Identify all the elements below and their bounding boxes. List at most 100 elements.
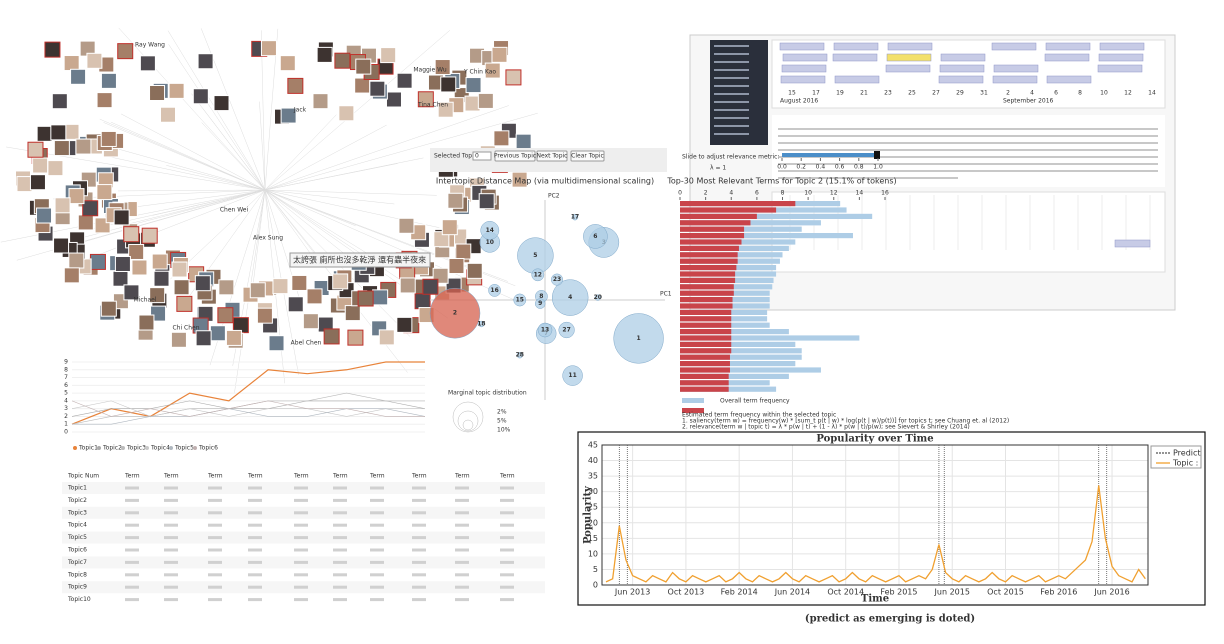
- label: Topic9: [67, 584, 87, 591]
- topic-bubble[interactable]: [551, 279, 589, 316]
- topic-bubble[interactable]: [513, 293, 527, 307]
- edge: [168, 44, 266, 191]
- edge: [201, 122, 266, 191]
- term-bar: [680, 341, 732, 347]
- photo: [332, 273, 349, 290]
- edge: [264, 189, 437, 196]
- photo: [466, 262, 483, 279]
- term-bar: [680, 329, 789, 335]
- photo: [149, 84, 166, 101]
- button[interactable]: [494, 150, 536, 162]
- label: Term: [124, 473, 140, 480]
- photo: [86, 52, 103, 69]
- label: 1.0: [873, 164, 883, 171]
- topic-bubble[interactable]: [594, 294, 601, 301]
- edge: [81, 189, 266, 262]
- topic-bubble[interactable]: [550, 273, 564, 286]
- photo: [160, 106, 177, 123]
- edge: [120, 189, 266, 210]
- cell-text: [164, 486, 178, 490]
- cell-text: [248, 598, 262, 602]
- topic-label: 17: [571, 214, 579, 221]
- topic-bubble[interactable]: [534, 298, 546, 309]
- photo: [272, 278, 289, 295]
- cell-text: [370, 585, 384, 589]
- term-bar: [680, 361, 796, 367]
- label: 2%: [497, 409, 507, 416]
- topic-bubble[interactable]: [488, 284, 501, 297]
- menu-item: [714, 117, 749, 119]
- photo: [75, 138, 92, 155]
- label: 2: [704, 190, 708, 197]
- label: 12: [830, 190, 838, 197]
- input[interactable]: [472, 151, 492, 161]
- term-bar: [680, 239, 742, 245]
- cell-text: [333, 585, 347, 589]
- label: 2: [64, 413, 68, 420]
- term-bar: [680, 329, 732, 335]
- term-bar: [680, 322, 732, 328]
- label: 5: [593, 565, 598, 574]
- topic-bubble[interactable]: [571, 214, 579, 221]
- slider-handle[interactable]: [874, 151, 880, 159]
- topic-bubble[interactable]: [531, 268, 545, 282]
- label: August 2016: [780, 98, 818, 105]
- label: 2: [1006, 90, 1010, 97]
- photo: [355, 58, 372, 75]
- legend-dot: [73, 446, 77, 450]
- cell-text: [208, 536, 222, 540]
- event: [832, 53, 878, 62]
- topic-bubble[interactable]: [516, 352, 523, 359]
- topic-bubble[interactable]: [558, 321, 575, 339]
- topic-label: 28: [516, 352, 524, 359]
- term-bar: [680, 361, 730, 367]
- term-bar: [680, 348, 802, 354]
- event: [991, 42, 1037, 51]
- photo: [491, 46, 508, 63]
- label: Topic8: [67, 571, 87, 578]
- label: Overall term frequency: [720, 398, 790, 405]
- label: 1. saliency(term w) = frequency(w) * [su…: [682, 418, 1009, 425]
- menu-item: [714, 125, 749, 127]
- topic-bubble[interactable]: [613, 313, 664, 364]
- label: 6: [1054, 90, 1058, 97]
- photo: [123, 226, 140, 243]
- topic-bubble[interactable]: [537, 322, 553, 338]
- cell-text: [164, 548, 178, 552]
- term-bar: [680, 354, 730, 360]
- label: Clear Topic: [571, 153, 604, 160]
- button[interactable]: [570, 150, 605, 162]
- label: 8: [64, 366, 68, 373]
- photo: [51, 93, 68, 110]
- label: Term: [293, 473, 309, 480]
- cell-text: [208, 573, 222, 577]
- photo: [447, 192, 464, 209]
- edge: [261, 30, 266, 191]
- topic-bubble[interactable]: [583, 224, 608, 249]
- label: 8: [781, 190, 785, 197]
- label: 1: [64, 421, 68, 428]
- label: 25: [908, 90, 916, 97]
- photo: [176, 295, 193, 312]
- legend-dot: [121, 446, 125, 450]
- label: 30: [588, 487, 598, 496]
- topic-bubble[interactable]: [429, 287, 481, 339]
- cell-text: [294, 560, 308, 564]
- edge: [264, 189, 318, 256]
- topic-bubble[interactable]: [562, 365, 583, 386]
- photo: [225, 329, 242, 346]
- button[interactable]: [536, 150, 568, 162]
- label: 6: [755, 190, 759, 197]
- cell-text: [248, 511, 262, 515]
- label: Abel Chen: [291, 340, 322, 347]
- slider[interactable]: [782, 153, 878, 157]
- label: Chen Wei: [220, 207, 249, 214]
- photo: [396, 316, 413, 333]
- cell-text: [125, 511, 139, 515]
- cell-text: [412, 511, 426, 515]
- label: PC1: [660, 291, 672, 298]
- label: 31: [980, 90, 988, 97]
- topic-bubble[interactable]: [480, 221, 500, 240]
- topic-bubble[interactable]: [478, 320, 485, 328]
